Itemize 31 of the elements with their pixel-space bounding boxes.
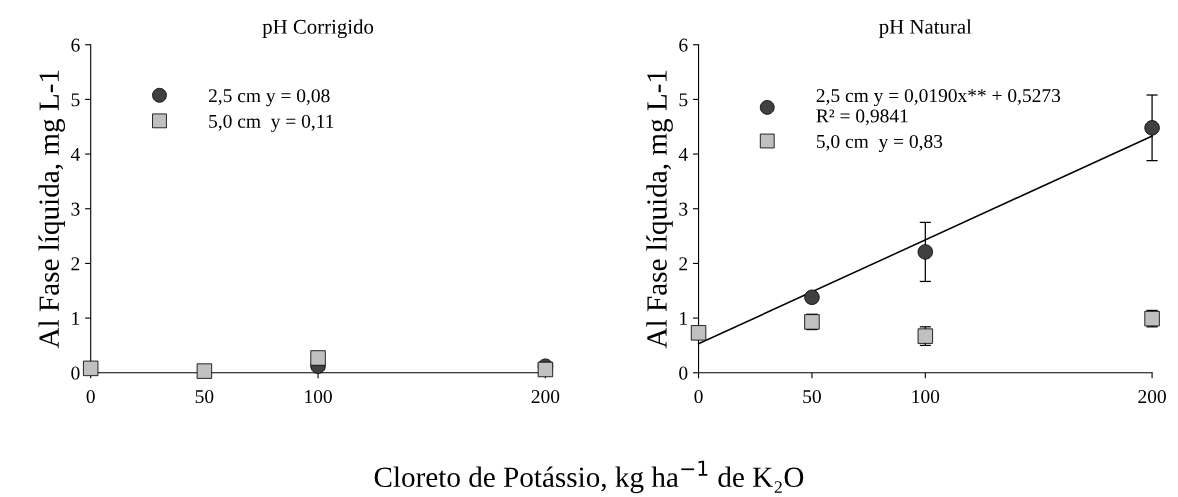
y-axis-title: Al Fase líquida, mg L-1 <box>38 70 66 349</box>
y-tick-label: 2 <box>679 257 688 271</box>
x-tick-label: 50 <box>195 389 214 404</box>
legend-label: 2,5 cm y = 0,0190x** + 0,5273 R² = 0,9841 <box>816 88 1061 126</box>
y-tick-label: 6 <box>679 38 688 52</box>
y-tick-label: 1 <box>680 311 687 325</box>
y-axis-title: Al Fase líquida, mg L-1 <box>646 70 673 349</box>
y-tick-label: 5 <box>71 93 80 107</box>
legend-label: 2,5 cm y = 0,08 <box>208 89 330 107</box>
legend-label: 5,0 cm y = 0,83 <box>816 134 943 153</box>
y-tick-label: 3 <box>679 202 688 216</box>
y-tick-label: 5 <box>679 93 688 107</box>
legend-label: 5,0 cm y = 0,11 <box>209 114 334 132</box>
y-tick-label: 1 <box>72 311 80 325</box>
x-tick-label: 100 <box>305 389 332 404</box>
x-axis-title: Cloreto de Potássio, kg ha$^{−1}$ de K₂O <box>374 460 804 494</box>
chart-title: pH Natural <box>879 19 972 39</box>
x-tick-label: 0 <box>86 389 95 404</box>
x-tick-label: 200 <box>1138 389 1166 404</box>
y-tick-label: 4 <box>70 148 80 161</box>
y-tick-label: 2 <box>71 257 80 271</box>
y-tick-label: 6 <box>71 38 80 52</box>
x-tick-label: 200 <box>531 389 560 404</box>
x-tick-label: 0 <box>694 389 703 404</box>
y-tick-label: 4 <box>678 148 688 161</box>
y-tick-label: 3 <box>71 202 80 216</box>
chart-title: pH Corrigido <box>262 19 374 39</box>
y-tick-label: 0 <box>71 366 80 380</box>
y-tick-label: 0 <box>679 366 688 380</box>
x-tick-label: 50 <box>803 389 821 404</box>
x-tick-label: 100 <box>912 389 940 404</box>
